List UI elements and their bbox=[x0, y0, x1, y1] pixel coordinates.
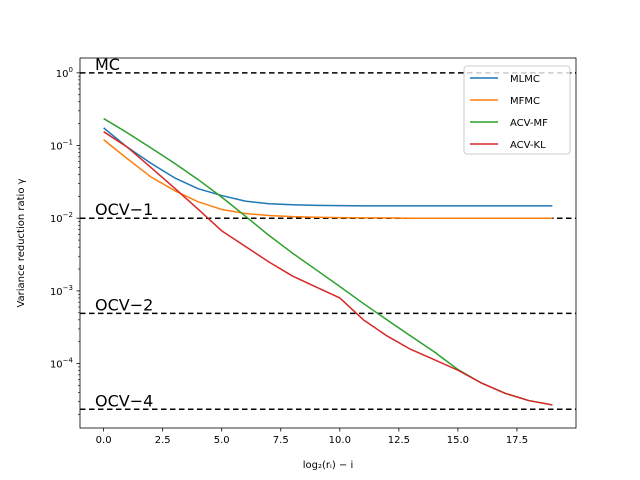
reference-line-label: OCV−1 bbox=[95, 200, 153, 219]
x-tick-label: 12.5 bbox=[388, 435, 410, 446]
reference-line-label: OCV−2 bbox=[95, 295, 153, 314]
reference-line-label: MC bbox=[95, 55, 120, 74]
x-axis-ticks: 0.0 2.5 5.0 7.5 10.0 12.5 15.0 17.5 bbox=[96, 428, 528, 446]
legend-box bbox=[463, 65, 571, 155]
y-tick-label: 10−3 bbox=[50, 284, 73, 298]
legend-entry-mfmc: MFMC bbox=[510, 96, 540, 107]
x-tick-label: 5.0 bbox=[214, 435, 230, 446]
x-axis-label: log₂(rᵢ) − i bbox=[303, 460, 353, 471]
legend-entry-mlmc: MLMC bbox=[510, 74, 540, 85]
x-tick-label: 0.0 bbox=[96, 435, 112, 446]
series-lines bbox=[103, 117, 553, 406]
reference-line-label: OCV−4 bbox=[95, 391, 153, 410]
legend-entry-acv-mf: ACV-MF bbox=[510, 118, 548, 129]
x-tick-label: 17.5 bbox=[506, 435, 528, 446]
series-line-mlmc bbox=[103, 127, 553, 207]
series-line-acv-kl bbox=[103, 131, 553, 406]
x-tick-label: 15.0 bbox=[447, 435, 469, 446]
y-tick-label: 10−1 bbox=[50, 139, 73, 153]
axes-frame bbox=[79, 57, 577, 429]
x-tick-label: 10.0 bbox=[329, 435, 351, 446]
reference-lines bbox=[80, 72, 576, 411]
y-axis-ticks: 10−4 10−3 10−2 10−1 100 bbox=[50, 66, 80, 415]
legend: MLMC MFMC ACV-MF ACV-KL bbox=[463, 65, 571, 155]
x-tick-label: 2.5 bbox=[155, 435, 171, 446]
legend-entry-acv-kl: ACV-KL bbox=[510, 140, 546, 151]
reference-labels: MC OCV−1 OCV−2 OCV−4 bbox=[95, 55, 153, 410]
y-tick-label: 10−4 bbox=[50, 357, 74, 371]
y-tick-label: 10−2 bbox=[50, 211, 73, 225]
y-tick-label: 100 bbox=[56, 66, 73, 80]
x-tick-label: 7.5 bbox=[273, 435, 289, 446]
y-axis-label: Variance reduction ratio γ bbox=[16, 178, 27, 307]
